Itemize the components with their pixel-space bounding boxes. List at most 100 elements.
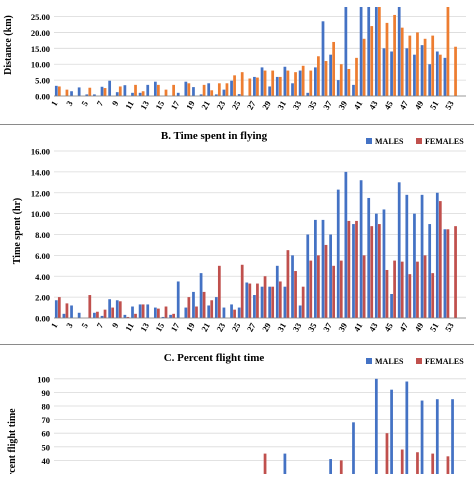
chart-a-y-axis: 0.00 5.00 10.00 15.00 20.00 25.00 <box>31 12 50 101</box>
bar-males <box>245 282 249 318</box>
y-tick-label: 8.00 <box>35 230 50 240</box>
bar-females <box>339 260 343 318</box>
bar-males <box>54 300 58 318</box>
x-tick-label: 43 <box>367 321 380 333</box>
bar-males <box>314 219 317 318</box>
bar-males <box>336 189 340 318</box>
y-tick-label: 60 <box>42 429 51 439</box>
x-tick-label: 3 <box>64 321 75 330</box>
bar-males <box>405 48 409 96</box>
bar-males <box>85 94 89 96</box>
y-tick-label: 100 <box>37 374 50 384</box>
bar-females <box>172 313 175 318</box>
x-tick-label: 33 <box>290 99 303 111</box>
x-tick-label: 19 <box>184 321 197 333</box>
y-tick-label: 15.00 <box>31 44 50 54</box>
bar-females <box>416 452 419 474</box>
bar-females <box>423 255 427 318</box>
bar-females <box>332 265 336 318</box>
bar-males <box>443 57 447 96</box>
bar-females <box>210 300 214 318</box>
bar-males <box>100 86 104 96</box>
x-tick-label: 31 <box>275 321 288 333</box>
chart-c-title: C. Percent flight time <box>164 352 265 364</box>
bar-males <box>344 7 348 96</box>
bar-females <box>233 309 236 318</box>
bar-females <box>362 255 366 318</box>
y-tick-label: 10.00 <box>31 60 50 70</box>
bar-males <box>268 86 272 96</box>
bar-males <box>93 94 96 96</box>
bar-males <box>367 7 371 96</box>
bar-females <box>210 90 214 96</box>
bar-females <box>332 41 336 96</box>
bar-males <box>420 400 424 474</box>
bar-females <box>187 297 191 318</box>
legend-label-males: MALES <box>375 137 404 146</box>
x-tick-label: 9 <box>110 321 121 330</box>
legend-swatch-females <box>416 138 422 144</box>
x-tick-label: 53 <box>443 321 456 333</box>
bar-males <box>115 300 119 318</box>
bar-females <box>157 84 160 96</box>
bar-females <box>271 286 275 318</box>
bar-males <box>283 66 287 96</box>
bar-males <box>108 299 112 318</box>
bar-females <box>370 26 374 97</box>
bar-males <box>260 286 264 318</box>
bar-males <box>214 94 218 96</box>
bar-females <box>118 86 122 96</box>
bar-females <box>96 311 99 318</box>
x-tick-label: 29 <box>260 99 273 111</box>
bar-females <box>278 76 282 96</box>
chart-percent-flight: C. Percent flight time MALES FEMALES 40 50… <box>7 352 466 479</box>
bar-males <box>435 51 439 96</box>
y-tick-label: 2.00 <box>35 293 50 303</box>
x-tick-label: 7 <box>94 98 105 107</box>
bar-males <box>352 84 355 96</box>
bar-males <box>329 459 332 474</box>
bar-males <box>428 224 432 318</box>
bar-males <box>184 307 188 318</box>
x-tick-label: 49 <box>412 99 425 111</box>
x-tick-label: 5 <box>79 321 90 330</box>
bar-females <box>202 291 206 318</box>
y-tick-label: 14.00 <box>31 167 50 177</box>
bar-males <box>108 80 112 96</box>
bar-females <box>248 78 252 96</box>
bar-males <box>199 273 203 318</box>
bar-males <box>146 304 150 318</box>
chart-b-bars <box>54 171 457 318</box>
x-tick-label: 41 <box>351 99 364 111</box>
bar-males <box>367 197 371 318</box>
y-tick-label: 90 <box>42 388 51 398</box>
bar-males <box>314 67 317 96</box>
chart-b-legend: MALES FEMALES <box>366 137 464 146</box>
x-tick-label: 37 <box>321 98 334 111</box>
bar-males <box>359 180 363 318</box>
bar-females <box>416 32 419 96</box>
bar-males <box>176 281 180 318</box>
bar-males <box>397 7 401 96</box>
bar-males <box>413 213 416 318</box>
bar-females <box>446 7 450 96</box>
bar-females <box>88 87 92 96</box>
bar-males <box>344 171 348 318</box>
x-tick-label: 33 <box>290 321 303 333</box>
panel-separator <box>0 344 474 345</box>
bar-females <box>408 274 412 318</box>
chart-a-bars <box>54 7 457 97</box>
bar-males <box>405 194 409 318</box>
bar-females <box>118 301 122 318</box>
bar-females <box>438 54 442 96</box>
bar-females <box>400 27 404 97</box>
x-tick-label: 49 <box>412 321 425 333</box>
bar-males <box>374 213 378 318</box>
panel-b-time-spent: B. Time spent in flying MALES FEMALES 0.0… <box>0 128 474 342</box>
bar-males <box>260 67 264 96</box>
y-tick-label: 80 <box>42 402 51 412</box>
bar-females <box>157 308 160 318</box>
x-tick-label: 27 <box>245 320 258 333</box>
bar-females <box>393 260 396 318</box>
